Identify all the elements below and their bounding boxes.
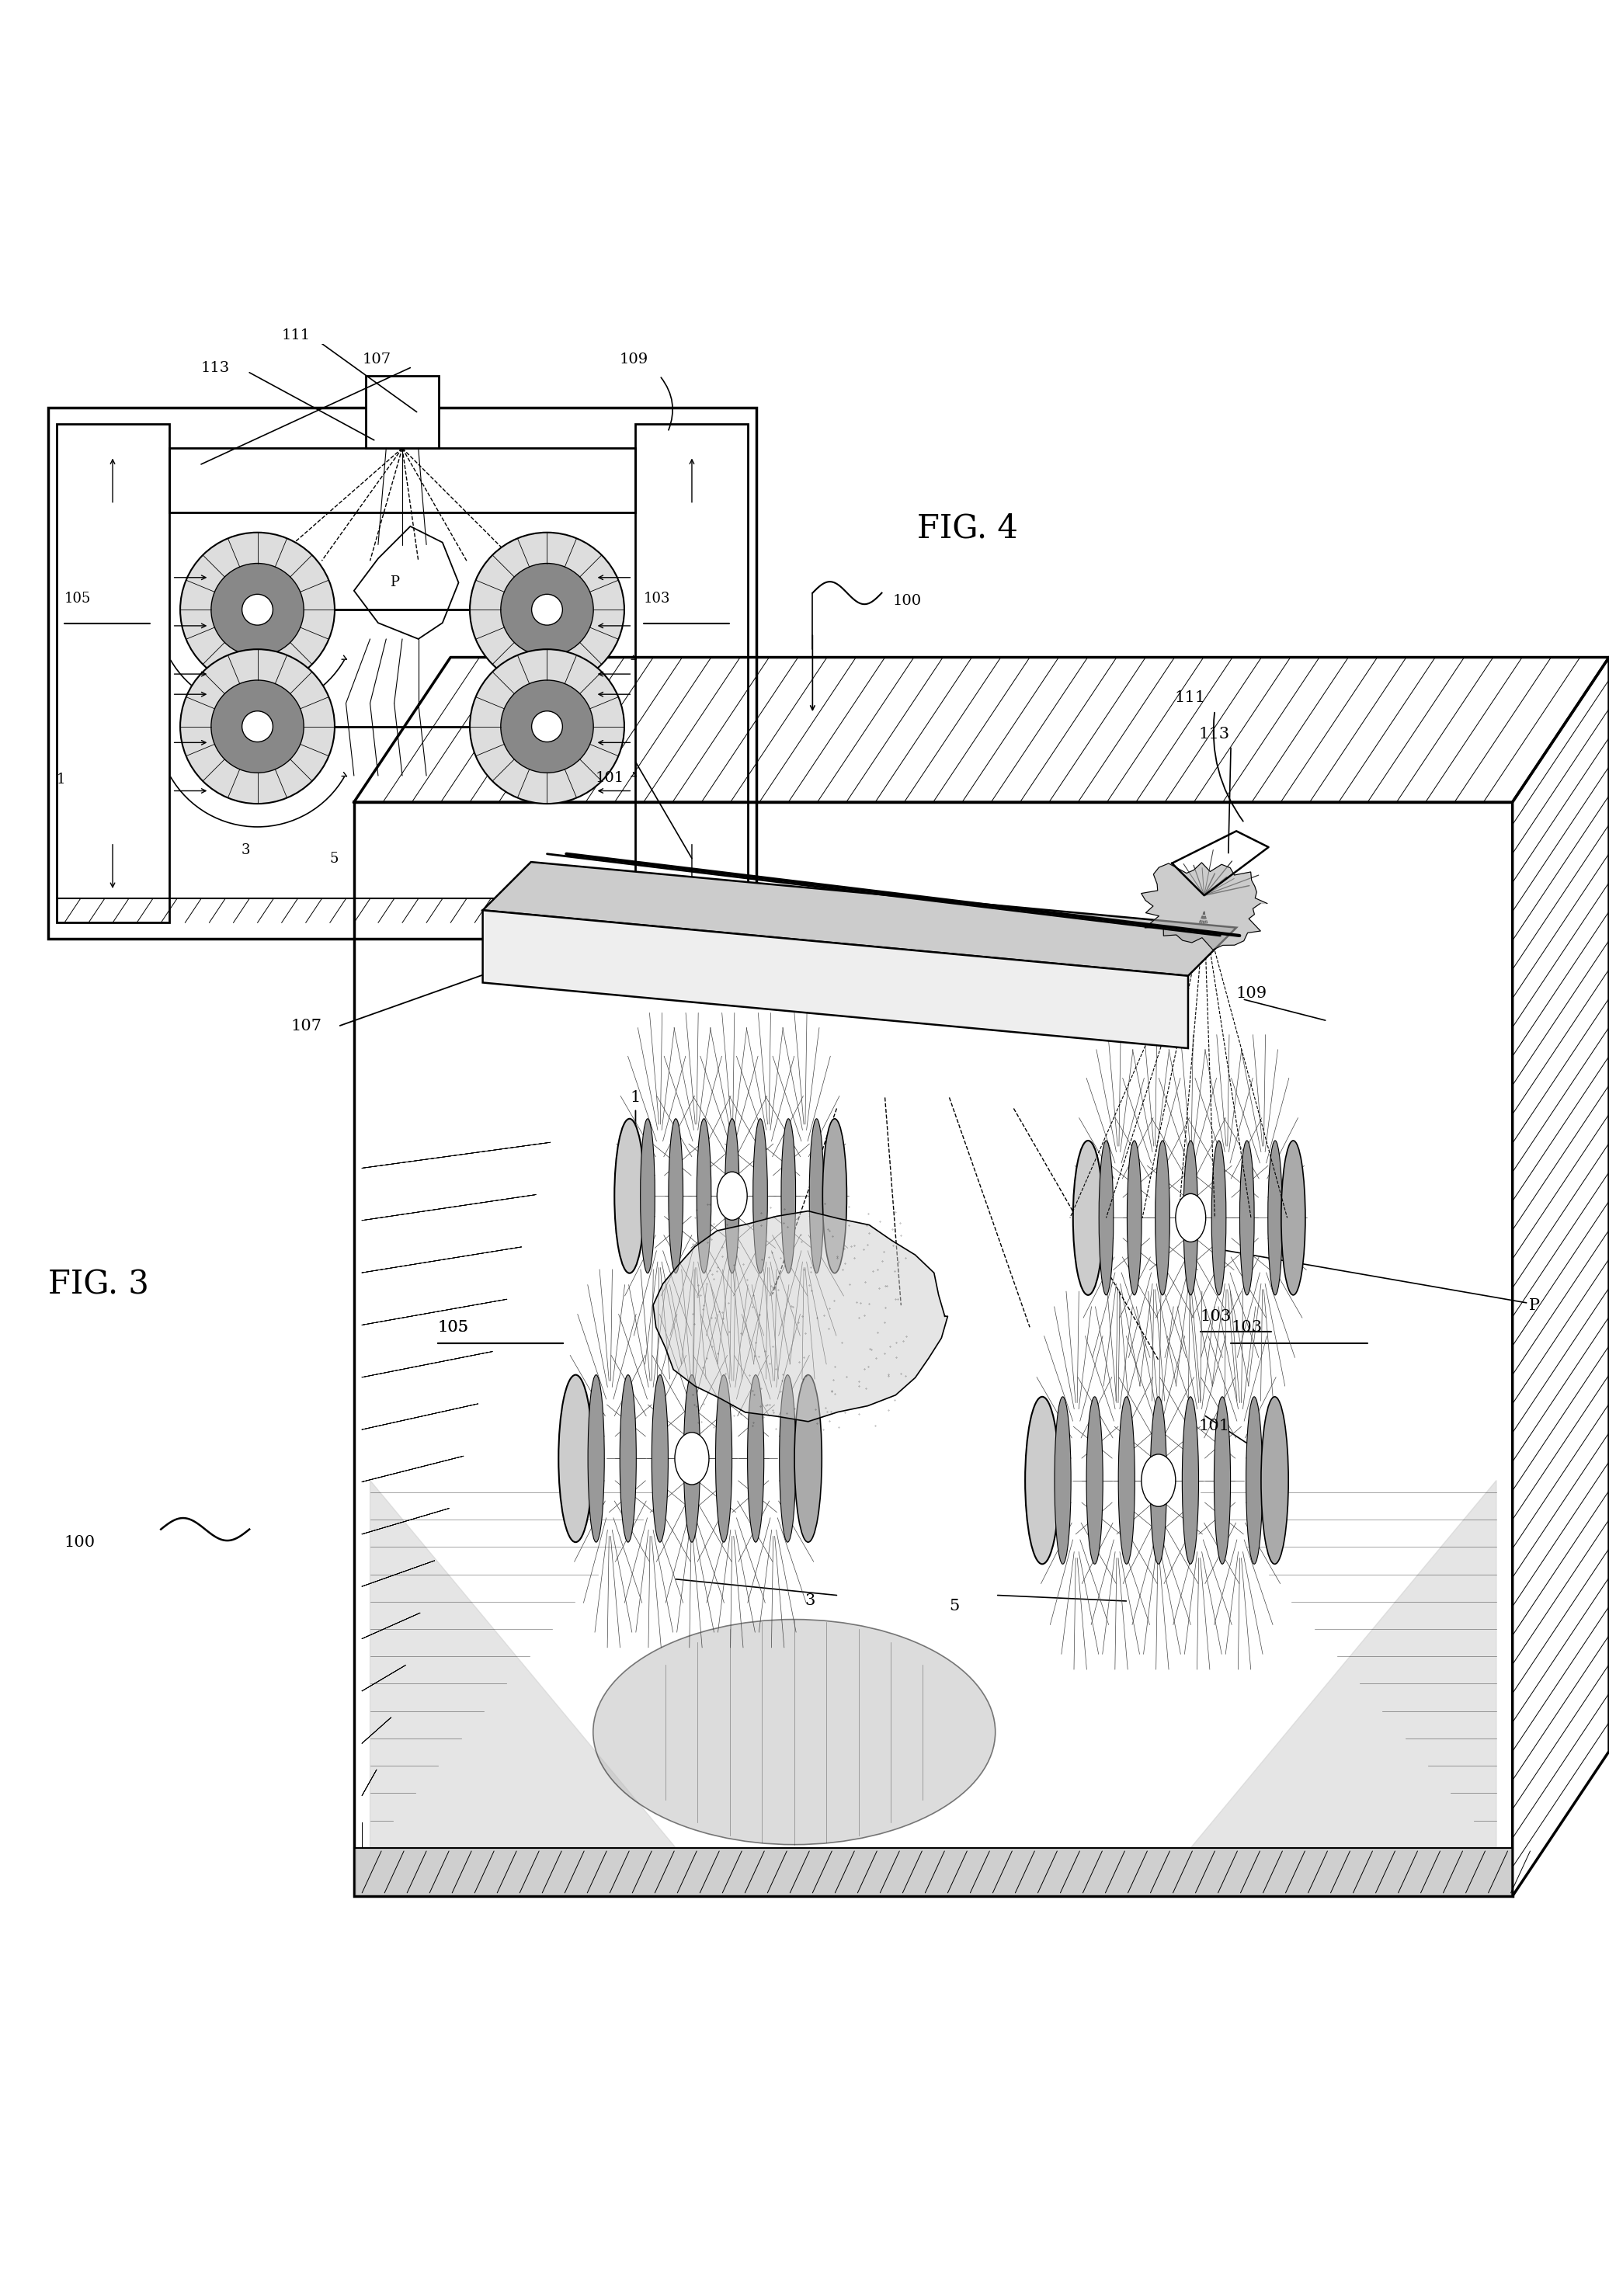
Ellipse shape — [684, 1375, 700, 1543]
Ellipse shape — [822, 1118, 846, 1274]
Text: 103: 103 — [1200, 1309, 1231, 1325]
Ellipse shape — [1141, 1453, 1176, 1506]
Ellipse shape — [753, 1118, 767, 1274]
Ellipse shape — [716, 1375, 732, 1543]
Ellipse shape — [1155, 1141, 1170, 1295]
Text: 1: 1 — [631, 1091, 640, 1104]
Polygon shape — [362, 1403, 644, 1848]
Polygon shape — [1141, 863, 1268, 951]
Bar — [636, 425, 748, 923]
Circle shape — [531, 712, 563, 742]
Polygon shape — [1512, 657, 1609, 1896]
Circle shape — [180, 650, 335, 804]
Polygon shape — [354, 1848, 1512, 1896]
Text: 111: 111 — [282, 328, 311, 342]
Text: 105: 105 — [64, 592, 92, 606]
Text: FIG. 4: FIG. 4 — [917, 512, 1018, 544]
Circle shape — [531, 595, 563, 625]
Text: P: P — [389, 576, 399, 590]
Bar — [56, 425, 169, 923]
Ellipse shape — [1086, 1396, 1102, 1564]
Ellipse shape — [1054, 1396, 1072, 1564]
Text: 1: 1 — [56, 771, 66, 788]
Bar — [169, 448, 636, 512]
Ellipse shape — [1281, 1141, 1305, 1295]
Bar — [354, 1848, 1512, 1896]
Text: 107: 107 — [291, 1019, 322, 1033]
Polygon shape — [653, 1210, 948, 1421]
Ellipse shape — [1239, 1141, 1255, 1295]
Ellipse shape — [669, 1118, 682, 1274]
Circle shape — [241, 595, 274, 625]
Ellipse shape — [1073, 1141, 1104, 1295]
Text: FIG. 3: FIG. 3 — [48, 1267, 150, 1302]
Circle shape — [470, 650, 624, 804]
Text: 113: 113 — [1199, 728, 1229, 742]
Circle shape — [470, 533, 624, 687]
Text: 109: 109 — [1236, 987, 1266, 1001]
Text: 5: 5 — [330, 852, 338, 866]
Ellipse shape — [1245, 1396, 1263, 1564]
Ellipse shape — [795, 1375, 822, 1543]
Text: 101: 101 — [595, 771, 624, 785]
Polygon shape — [370, 1481, 676, 1848]
Ellipse shape — [1215, 1396, 1231, 1564]
Ellipse shape — [1183, 1141, 1199, 1295]
Ellipse shape — [1099, 1141, 1113, 1295]
Ellipse shape — [1118, 1396, 1134, 1564]
Text: 111: 111 — [1175, 691, 1205, 705]
Text: 100: 100 — [893, 595, 922, 608]
Text: 103: 103 — [1231, 1320, 1261, 1334]
Ellipse shape — [652, 1375, 668, 1543]
Text: 101: 101 — [1199, 1419, 1229, 1433]
Ellipse shape — [1150, 1396, 1167, 1564]
Ellipse shape — [674, 1433, 710, 1486]
Text: 5: 5 — [949, 1598, 959, 1614]
Ellipse shape — [1261, 1396, 1289, 1564]
Circle shape — [500, 563, 594, 657]
Text: 105: 105 — [438, 1320, 468, 1334]
Polygon shape — [483, 909, 1187, 1049]
Ellipse shape — [1126, 1141, 1142, 1295]
Polygon shape — [354, 657, 1609, 801]
Ellipse shape — [1183, 1396, 1199, 1564]
Ellipse shape — [724, 1118, 739, 1274]
Text: 107: 107 — [362, 354, 391, 367]
Text: 105: 105 — [438, 1320, 468, 1334]
Bar — [354, 801, 1512, 1896]
Text: 103: 103 — [644, 592, 671, 606]
Circle shape — [500, 680, 594, 774]
Bar — [48, 409, 756, 939]
Polygon shape — [483, 861, 1236, 976]
Circle shape — [211, 563, 304, 657]
Ellipse shape — [697, 1118, 711, 1274]
Ellipse shape — [1176, 1194, 1205, 1242]
Polygon shape — [1191, 1481, 1496, 1848]
Ellipse shape — [782, 1118, 795, 1274]
Ellipse shape — [748, 1375, 764, 1543]
Ellipse shape — [809, 1118, 824, 1274]
Circle shape — [180, 533, 335, 687]
Text: 109: 109 — [619, 354, 648, 367]
Circle shape — [211, 680, 304, 774]
Ellipse shape — [1212, 1141, 1226, 1295]
Ellipse shape — [615, 1118, 645, 1274]
Text: 3: 3 — [241, 843, 251, 856]
Ellipse shape — [718, 1171, 747, 1219]
Ellipse shape — [619, 1375, 636, 1543]
Ellipse shape — [1268, 1141, 1282, 1295]
Text: 113: 113 — [201, 360, 230, 374]
Text: P: P — [1529, 1297, 1540, 1313]
Bar — [367, 377, 438, 448]
Ellipse shape — [587, 1375, 605, 1543]
Ellipse shape — [558, 1375, 592, 1543]
Text: 100: 100 — [64, 1534, 95, 1550]
Circle shape — [241, 712, 274, 742]
Ellipse shape — [640, 1118, 655, 1274]
Text: 3: 3 — [804, 1593, 814, 1607]
Ellipse shape — [779, 1375, 796, 1543]
Ellipse shape — [1025, 1396, 1059, 1564]
Ellipse shape — [594, 1619, 996, 1844]
